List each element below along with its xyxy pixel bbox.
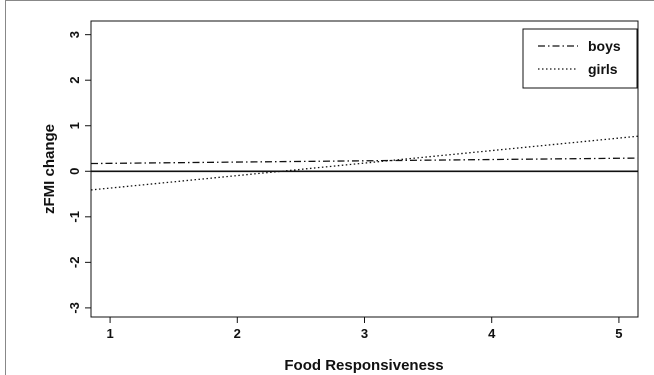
legend-box bbox=[522, 28, 638, 89]
legend-label-girls: girls bbox=[588, 61, 618, 77]
x-tick-label-2: 2 bbox=[234, 326, 241, 341]
x-axis-title: Food Responsiveness bbox=[284, 357, 443, 374]
legend-label-boys: boys bbox=[588, 38, 621, 54]
x-tick-label-1: 1 bbox=[106, 326, 113, 341]
y-tick-label--2: -2 bbox=[67, 257, 82, 269]
y-tick-label-0: 0 bbox=[67, 168, 82, 175]
series-line-girls bbox=[90, 135, 639, 191]
y-tick-label-3: 3 bbox=[67, 31, 82, 38]
series-line-boys bbox=[90, 157, 639, 165]
y-tick-label-2: 2 bbox=[67, 77, 82, 84]
x-tick-label-5: 5 bbox=[615, 326, 622, 341]
y-tick-label--1: -1 bbox=[67, 211, 82, 223]
y-tick-label--3: -3 bbox=[67, 302, 82, 314]
legend: boys girls bbox=[522, 28, 638, 89]
y-axis-title: zFMI change bbox=[41, 124, 58, 214]
x-tick-label-4: 4 bbox=[488, 326, 496, 341]
x-tick-label-3: 3 bbox=[361, 326, 368, 341]
y-tick-label-1: 1 bbox=[67, 122, 82, 129]
